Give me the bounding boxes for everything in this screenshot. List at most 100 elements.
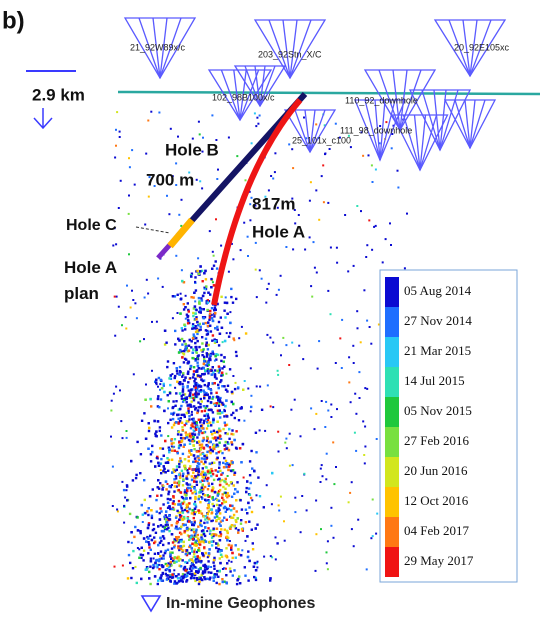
- event-dot: [202, 488, 205, 491]
- event-dot: [112, 392, 115, 395]
- event-dot: [227, 484, 231, 487]
- event-dot: [228, 437, 231, 440]
- event-dot: [201, 572, 205, 575]
- event-dot: [164, 518, 167, 521]
- event-dot: [378, 142, 381, 145]
- event-dot: [209, 471, 212, 474]
- event-dot: [114, 156, 117, 159]
- event-dot: [207, 330, 210, 333]
- event-dot: [191, 438, 195, 441]
- event-dot: [277, 288, 280, 291]
- event-dot: [134, 476, 138, 480]
- event-dot: [215, 546, 218, 550]
- event-dot: [113, 565, 116, 568]
- event-dot: [204, 329, 208, 332]
- event-dot: [225, 399, 228, 402]
- event-dot: [218, 488, 222, 492]
- event-dot: [231, 516, 235, 519]
- event-dot: [248, 506, 251, 509]
- event-dot: [179, 565, 183, 568]
- event-dot: [197, 374, 200, 377]
- event-dot: [221, 385, 224, 388]
- event-dot: [254, 268, 257, 271]
- geophone-ray: [419, 114, 438, 171]
- event-dot: [228, 567, 232, 570]
- event-dot: [171, 507, 174, 511]
- event-dot: [230, 242, 233, 245]
- event-dot: [191, 523, 194, 526]
- event-dot: [144, 512, 147, 515]
- event-dot: [181, 329, 184, 332]
- event-dot: [221, 367, 224, 370]
- event-dot: [271, 471, 274, 475]
- event-dot: [330, 416, 333, 418]
- event-dot: [197, 473, 200, 477]
- event-dot: [233, 525, 236, 528]
- event-dot: [179, 527, 182, 530]
- event-dot: [303, 472, 306, 475]
- event-dot: [195, 539, 198, 543]
- event-dot: [117, 305, 120, 308]
- event-dot: [204, 565, 207, 568]
- event-dot: [234, 381, 237, 384]
- event-dot: [194, 530, 198, 533]
- event-dot: [172, 559, 175, 563]
- event-dot: [187, 473, 190, 476]
- event-dot: [186, 571, 189, 574]
- event-dot: [193, 318, 197, 321]
- geophone-ray: [239, 69, 247, 121]
- event-dot: [149, 548, 152, 551]
- event-dot: [157, 579, 160, 582]
- event-dot: [196, 332, 199, 336]
- event-dot: [310, 407, 313, 410]
- event-dot: [203, 569, 207, 572]
- event-dot: [229, 525, 233, 528]
- event-dot: [201, 483, 204, 487]
- event-dot: [358, 371, 361, 374]
- event-dot: [166, 394, 169, 397]
- event-dot: [218, 434, 222, 438]
- event-dot: [224, 510, 227, 513]
- event-dot: [315, 189, 318, 192]
- event-dot: [176, 527, 179, 531]
- event-dot: [163, 515, 166, 518]
- event-dot: [218, 557, 221, 560]
- event-dot: [200, 533, 203, 537]
- event-dot: [202, 531, 206, 534]
- event-dot: [222, 466, 226, 469]
- event-dot: [250, 142, 253, 145]
- event-dot: [207, 476, 210, 480]
- event-dot: [218, 366, 221, 370]
- event-dot: [170, 449, 174, 452]
- event-dot: [226, 475, 229, 477]
- geophone-ray: [379, 99, 396, 161]
- event-dot: [198, 556, 201, 559]
- event-dot: [201, 431, 204, 435]
- event-dot: [198, 302, 201, 305]
- event-dot: [185, 497, 188, 500]
- event-dot: [177, 535, 180, 539]
- geophone-ray: [294, 109, 311, 153]
- event-dot: [212, 486, 214, 489]
- event-dot: [194, 495, 197, 499]
- event-dot: [173, 421, 177, 425]
- event-dot: [183, 491, 187, 494]
- event-dot: [202, 405, 206, 408]
- event-dot: [216, 515, 219, 518]
- event-dot: [197, 385, 200, 388]
- event-dot: [184, 552, 187, 556]
- event-dot: [203, 286, 206, 289]
- event-dot: [258, 495, 262, 498]
- event-dot: [168, 529, 171, 533]
- event-dot: [216, 328, 219, 331]
- event-dot: [195, 483, 199, 486]
- event-dot: [209, 451, 212, 455]
- event-dot: [202, 515, 205, 518]
- event-dot: [212, 418, 215, 422]
- event-dot: [196, 364, 200, 367]
- event-dot: [200, 573, 203, 577]
- event-dot: [223, 301, 227, 304]
- event-dot: [188, 527, 191, 531]
- event-dot: [218, 550, 222, 553]
- geophone-ray: [413, 114, 421, 171]
